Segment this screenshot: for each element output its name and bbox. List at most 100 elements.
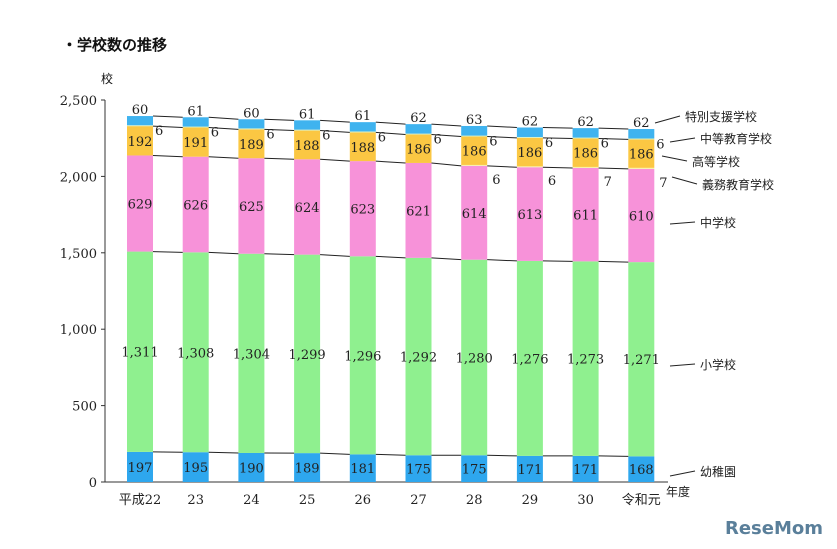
data-label: 6 (489, 135, 497, 150)
data-label: 6 (378, 130, 386, 145)
data-label: 6 (434, 133, 442, 148)
data-label: 1,311 (121, 346, 158, 361)
legend-leader-line (654, 115, 681, 124)
bar-segment-特別支援学校 (294, 120, 321, 130)
bar-segment-中等教育学校 (572, 137, 599, 139)
bar-segment-高等学校 (461, 136, 488, 165)
bar-segment-義務教育学校 (461, 164, 488, 166)
series-connector-line (208, 156, 239, 159)
data-label: 186 (462, 145, 487, 160)
bar-segment-特別支援学校 (516, 127, 543, 137)
bar-segment-特別支援学校 (572, 128, 599, 138)
bar-segment-特別支援学校 (127, 116, 153, 126)
data-label: 61 (299, 107, 316, 122)
series-connector-line (264, 253, 295, 256)
bar-segment-幼稚園 (127, 451, 153, 482)
series-connector-line (598, 260, 629, 263)
bar-segment-中学校 (294, 159, 321, 255)
y-tick-label: 2,500 (60, 94, 97, 109)
series-connector-line (375, 160, 406, 164)
data-label: 171 (573, 463, 598, 478)
data-label: 614 (462, 207, 487, 222)
data-label: 189 (239, 138, 264, 153)
bar-segment-小学校 (572, 261, 599, 456)
legend-label: 幼稚園 (700, 465, 736, 479)
bar-segment-特別支援学校 (349, 122, 376, 132)
series-connector-line (320, 254, 350, 257)
series-connector-line (598, 138, 629, 140)
legend-label: 中等教育学校 (700, 131, 772, 146)
legend-label: 小学校 (700, 357, 736, 372)
bar-segment-幼稚園 (294, 453, 321, 482)
x-tick-label: 24 (243, 493, 260, 508)
data-label: 1,273 (567, 353, 604, 368)
bar-segment-高等学校 (182, 127, 209, 157)
bar-segment-特別支援学校 (182, 117, 209, 127)
bar-segment-幼稚園 (572, 455, 599, 482)
data-label: 6 (548, 174, 556, 189)
data-label: 62 (522, 115, 539, 130)
bar-segment-幼稚園 (349, 454, 376, 482)
bar-segment-義務教育学校 (572, 166, 599, 168)
data-label: 195 (183, 461, 208, 476)
series-connector-line (208, 127, 239, 130)
bar-segment-小学校 (405, 257, 432, 456)
data-label: 1,280 (456, 351, 493, 366)
series-connector-line (431, 257, 462, 261)
data-label: 6 (492, 173, 500, 188)
data-label: 181 (350, 462, 375, 477)
data-label: 197 (128, 461, 153, 476)
bar-segment-中等教育学校 (127, 125, 153, 127)
bar-segment-高等学校 (294, 130, 321, 160)
data-label: 61 (355, 109, 372, 124)
y-tick-label: 1,500 (60, 247, 97, 262)
legend-leader-line (669, 470, 696, 477)
data-label: 186 (629, 148, 654, 163)
data-label: 611 (573, 209, 598, 224)
series-connector-line (375, 453, 406, 456)
series-connector-line (487, 125, 517, 129)
y-tick-label: 0 (89, 476, 97, 491)
bar-segment-幼稚園 (238, 452, 265, 482)
legend-label: 中学校 (700, 215, 736, 230)
resemom-logo: ReseMom (724, 518, 823, 539)
data-label: 625 (239, 200, 264, 215)
bar-segment-中等教育学校 (294, 129, 321, 131)
data-label: 60 (132, 103, 149, 118)
series-connector-line (431, 123, 462, 127)
x-tick-label: 26 (355, 493, 372, 508)
bar-segment-幼稚園 (628, 456, 655, 482)
bar-segment-中等教育学校 (349, 131, 376, 133)
bar-segment-小学校 (516, 260, 543, 456)
bar-segment-高等学校 (516, 137, 543, 167)
data-label: 188 (295, 139, 320, 154)
series-connector-line (264, 128, 295, 132)
series-connector-line (487, 136, 517, 139)
chart-title: ・学校数の推移 (62, 36, 168, 54)
bar-segment-小学校 (294, 254, 321, 454)
series-connector-line (598, 127, 629, 130)
bar-segment-中等教育学校 (516, 136, 543, 138)
data-label: 613 (517, 208, 542, 223)
data-label: 7 (659, 176, 667, 191)
y-tick-label: 2,000 (60, 170, 97, 185)
x-tick-label: 令和元 (622, 493, 661, 508)
legend-leader-line (669, 221, 696, 225)
data-label: 188 (350, 141, 375, 156)
data-label: 175 (462, 463, 487, 478)
data-label: 1,292 (400, 351, 437, 366)
bar-segment-中学校 (461, 165, 488, 260)
y-tick-label: 500 (72, 400, 97, 415)
series-connector-line (264, 157, 295, 160)
data-label: 62 (410, 111, 427, 126)
legend-label: 特別支援学校 (685, 109, 757, 124)
bar-segment-幼稚園 (405, 455, 432, 482)
legend-label: 義務教育学校 (702, 177, 774, 192)
series-connector-line (431, 134, 462, 138)
bar-segment-特別支援学校 (405, 124, 432, 134)
x-axis-label: 年度 (666, 484, 690, 499)
data-label: 6 (155, 124, 163, 139)
data-label: 7 (604, 175, 612, 190)
y-tick-label: 1,000 (60, 323, 97, 338)
